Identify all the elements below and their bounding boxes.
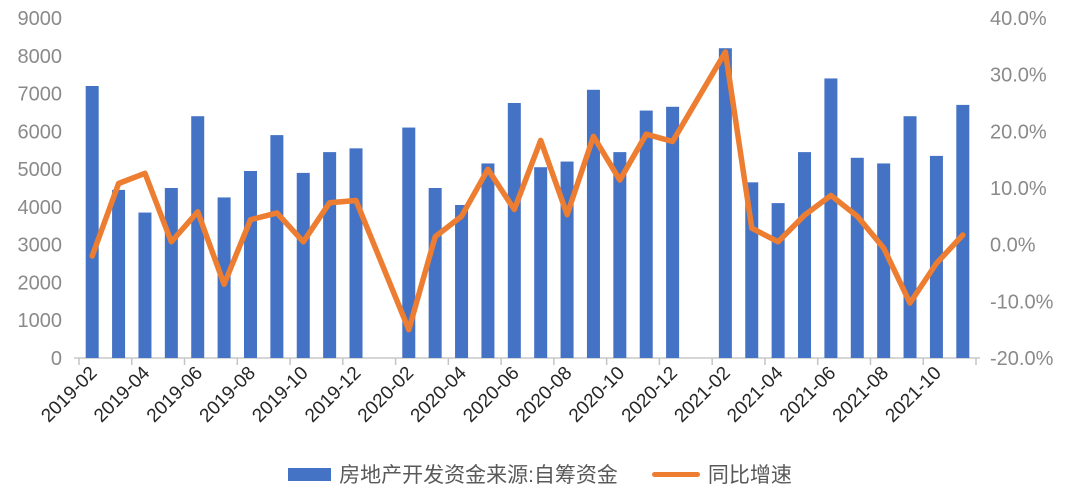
bar-mark	[507, 103, 521, 358]
legend-item-bar-series: 房地产开发资金来源:自筹资金	[288, 459, 618, 489]
x-axis-tick-label: 2019-04	[90, 362, 154, 426]
x-axis-tick-label: 2021-06	[776, 363, 840, 427]
x-axis-tick-label: 2021-04	[723, 362, 787, 426]
bar-mark	[903, 116, 917, 358]
x-axis-tick-label: 2020-08	[512, 363, 576, 427]
bar-mark	[560, 161, 574, 358]
x-axis-tick-label: 2019-08	[196, 363, 260, 427]
bar-mark	[191, 116, 205, 358]
x-axis-tick-label: 2019-12	[301, 363, 365, 427]
right-axis-tick-label: 40.0%	[990, 8, 1047, 30]
bar-mark	[850, 157, 864, 358]
bar-mark	[586, 89, 600, 359]
bar-mark	[666, 106, 680, 359]
bar-mark	[349, 148, 363, 358]
bar-mark	[243, 171, 257, 358]
bar-mark	[138, 212, 152, 358]
bar-mark	[455, 205, 469, 358]
right-axis-tick-label: 20.0%	[990, 121, 1047, 143]
bar-mark	[534, 167, 548, 358]
right-axis-tick-label: 10.0%	[990, 178, 1047, 200]
bar-mark	[270, 135, 284, 358]
x-axis-tick-label: 2020-02	[354, 363, 418, 427]
bar-mark	[824, 78, 838, 358]
bar-mark	[929, 155, 943, 358]
bar-mark	[112, 189, 126, 358]
x-axis-tick-label: 2019-02	[37, 363, 101, 427]
x-axis-tick-label: 2020-12	[618, 363, 682, 427]
bar-mark	[85, 86, 99, 358]
x-axis-tick-label: 2020-06	[459, 363, 523, 427]
x-axis-tick-label: 2019-06	[143, 363, 207, 427]
right-axis-tick-label: 0.0%	[990, 235, 1036, 257]
x-axis-tick-label: 2021-02	[671, 363, 735, 427]
yoy-growth-line	[89, 49, 966, 333]
bar-mark	[745, 182, 759, 358]
bar-series-label: 房地产开发资金来源:自筹资金	[339, 464, 618, 487]
left-axis-tick-label: 0	[51, 348, 62, 370]
bar-mark	[718, 48, 732, 358]
bar-mark	[481, 163, 495, 358]
legend-item-line-series: 同比增速	[651, 459, 792, 489]
right-axis-tick-label: 30.0%	[990, 65, 1047, 87]
x-axis-tick-label: 2019-10	[248, 363, 312, 427]
bar-series-swatch	[288, 467, 332, 481]
x-axis-tick-label: 2021-08	[829, 363, 893, 427]
left-axis-tick-label: 9000	[18, 8, 63, 30]
bar-mark	[613, 152, 627, 358]
left-axis-tick-label: 2000	[18, 272, 63, 294]
left-axis-tick-label: 6000	[18, 121, 63, 143]
left-axis-tick-label: 1000	[18, 310, 63, 332]
line-series-label: 同比增速	[707, 464, 792, 487]
chart-legend: 房地产开发资金来源:自筹资金 同比增速	[0, 458, 1080, 490]
bar-mark	[956, 104, 970, 358]
bar-mark	[877, 163, 891, 358]
line-series-swatch	[651, 471, 700, 477]
bar-mark	[402, 127, 416, 358]
x-axis-tick-label: 2020-10	[565, 363, 629, 427]
left-axis-tick-label: 7000	[18, 84, 63, 106]
bar-mark	[164, 188, 178, 358]
left-axis-tick-label: 5000	[18, 159, 63, 181]
plot-area: 9000 8000 7000 6000 5000 4000 3000 2000 1000 0 40.…	[18, 8, 1054, 427]
right-axis-tick-label: -10.0%	[990, 291, 1054, 313]
left-axis-tick-label: 3000	[18, 235, 63, 257]
bar-mark	[798, 152, 812, 358]
x-axis-tick-label: 2020-04	[407, 362, 471, 426]
left-axis-tick-label: 8000	[18, 46, 63, 68]
bar-mark	[323, 152, 337, 358]
x-axis-tick-label: 2021-10	[882, 363, 946, 427]
bar-mark	[771, 203, 785, 358]
bar-mark	[296, 172, 310, 358]
bar-mark	[428, 188, 442, 358]
left-axis-tick-label: 4000	[18, 197, 63, 219]
right-axis-tick-label: -20.0%	[990, 348, 1054, 370]
bar-mark	[639, 110, 653, 358]
